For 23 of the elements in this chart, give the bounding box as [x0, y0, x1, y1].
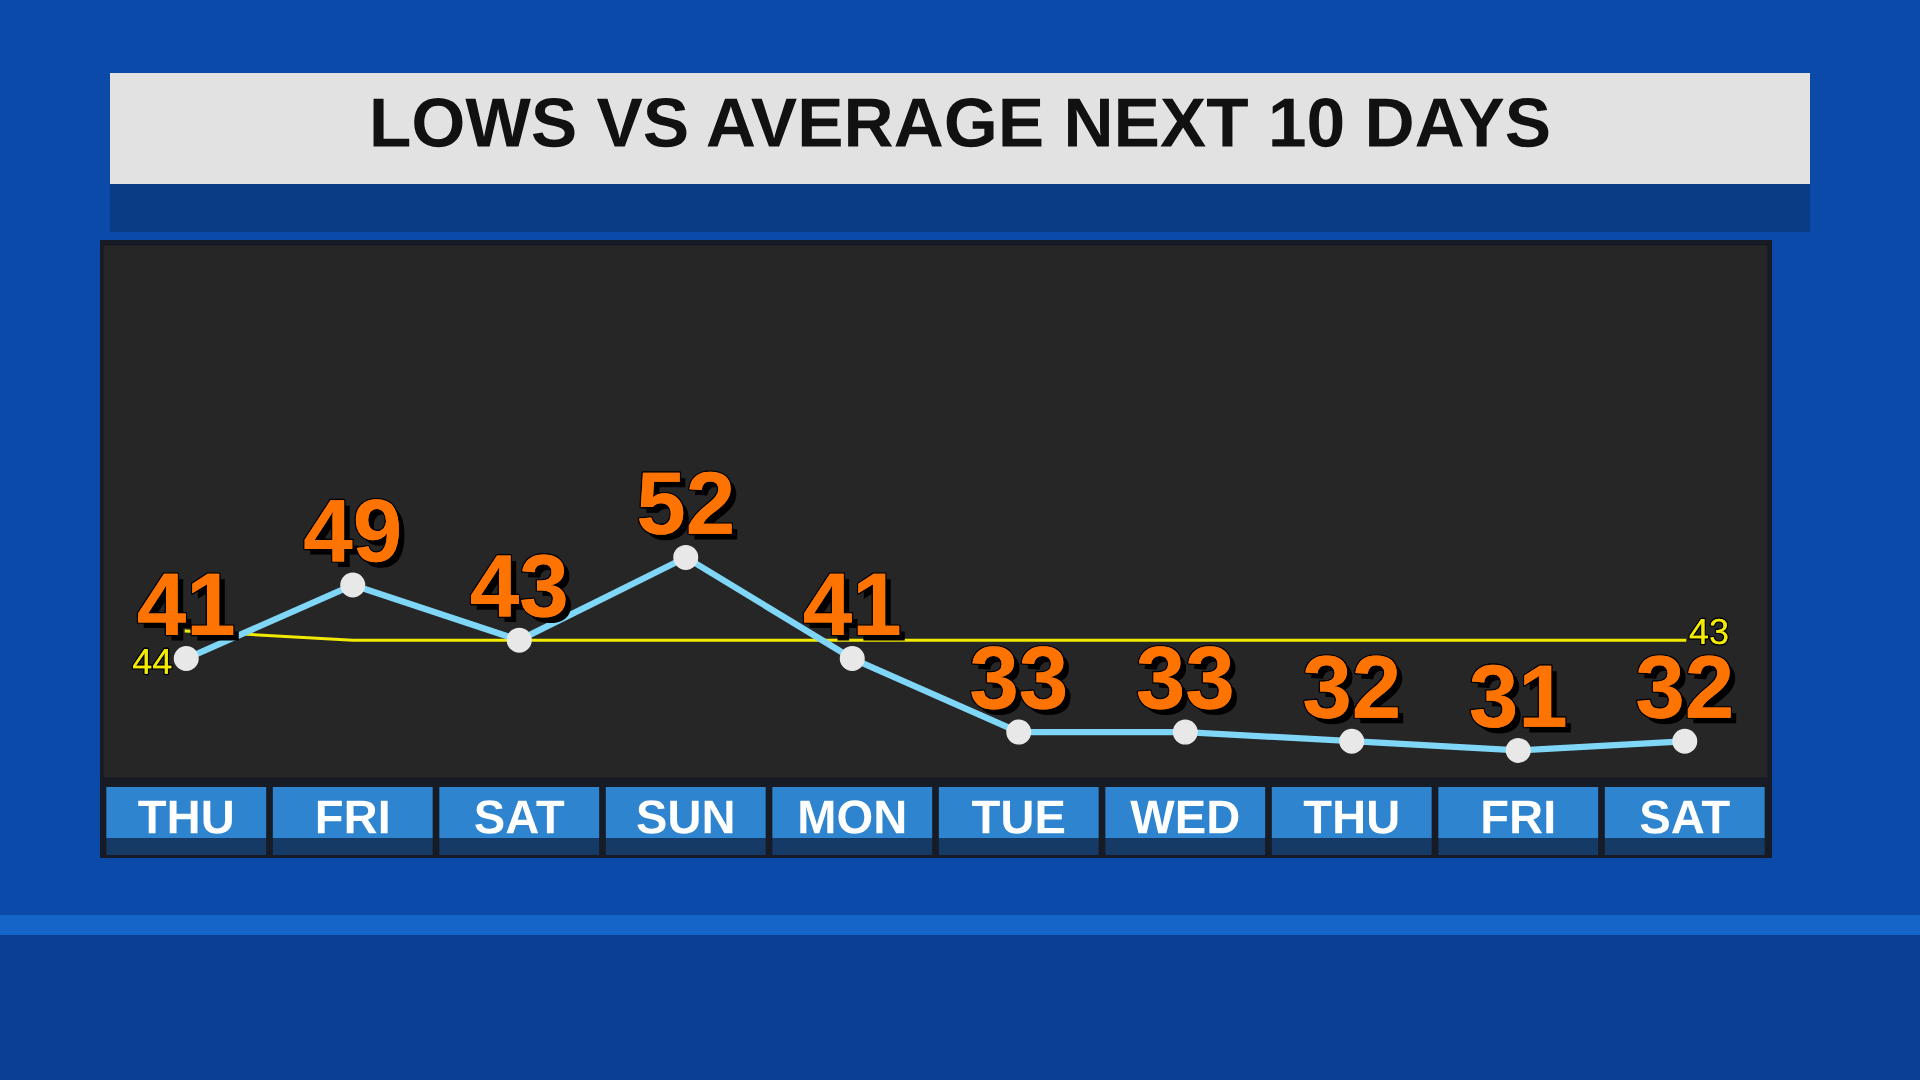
- x-tick-label: SAT: [1640, 800, 1730, 834]
- data-label: 52: [639, 471, 738, 541]
- data-label: 49: [304, 499, 405, 568]
- x-tick-label: SAT: [475, 800, 565, 834]
- data-label: 31: [1470, 664, 1571, 734]
- data-label: 32: [1304, 655, 1404, 725]
- x-tick-label: WED: [1130, 800, 1239, 834]
- x-tick-label: FRI: [317, 800, 388, 834]
- chart-title: LOWS VS AVERAGE NEXT 10 DAYS: [373, 97, 1549, 148]
- data-label: 43: [1689, 618, 1728, 645]
- data-label: 41: [138, 573, 239, 641]
- data-label: 33: [1137, 646, 1238, 715]
- data-label: 41: [804, 573, 905, 641]
- x-tick-label: SUN: [637, 800, 733, 834]
- x-tick-label: MON: [800, 800, 905, 834]
- data-label: 43: [471, 554, 572, 624]
- x-tick-label: THU: [1303, 800, 1398, 834]
- data-label: 33: [971, 646, 1071, 715]
- data-label: 44: [133, 648, 172, 674]
- data-label: 32: [1637, 655, 1737, 725]
- x-tick-label: THU: [138, 800, 232, 834]
- x-tick-label: TUE: [972, 800, 1065, 834]
- x-tick-label: FRI: [1483, 800, 1554, 834]
